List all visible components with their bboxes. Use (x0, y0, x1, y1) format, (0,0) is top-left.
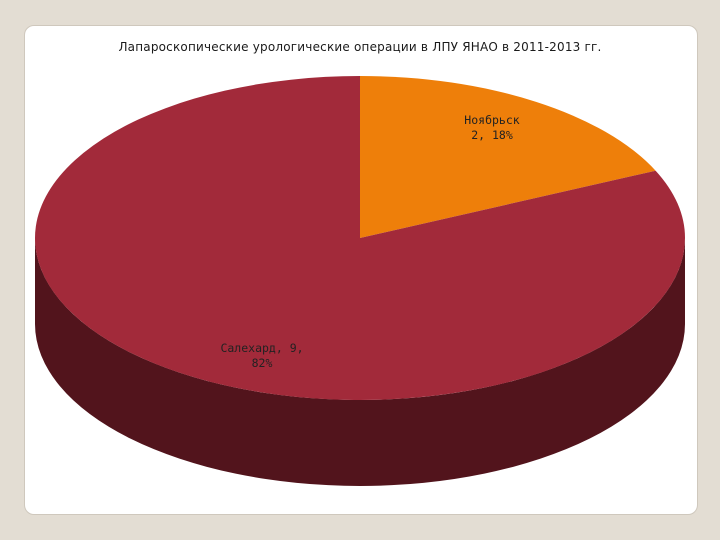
pie-slice-Салехард (35, 76, 686, 400)
slice-label-Салехард: Салехард, 9, 82% (220, 341, 303, 370)
chart-title: Лапароскопические урологические операции… (118, 40, 602, 54)
pie-sides (35, 238, 685, 486)
pie-slices (35, 75, 686, 400)
pie-slice-Ноябрьск (360, 75, 656, 238)
pie-labels: Ноябрьск 2, 18% Салехард, 9, 82% (220, 113, 519, 370)
slice-label-Ноябрьск: Ноябрьск 2, 18% (464, 113, 519, 142)
pie-side-1 (35, 238, 685, 486)
